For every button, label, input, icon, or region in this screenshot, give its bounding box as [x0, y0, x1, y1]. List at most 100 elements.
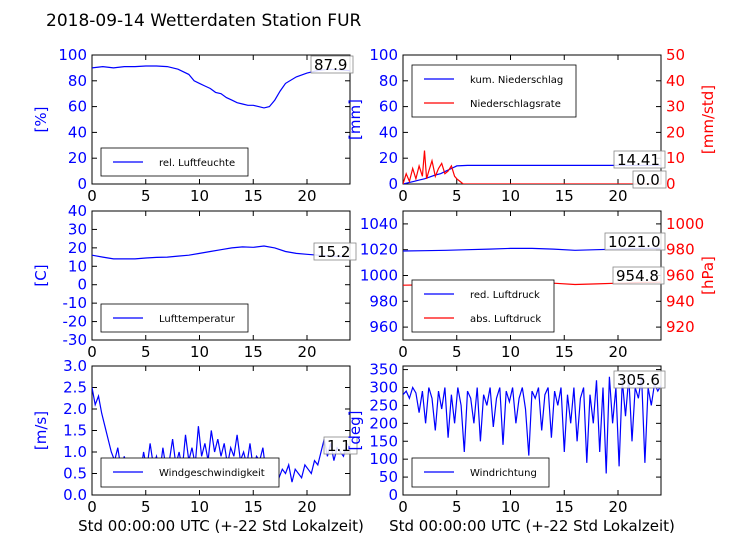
x-tick-label: 5 — [452, 187, 462, 205]
y-tick-label: -20 — [63, 313, 88, 331]
y-tick-label: 2.5 — [63, 379, 87, 397]
legend-entry: Windgeschwindigkeit — [159, 468, 265, 479]
y2-tick-label: 960 — [666, 267, 695, 285]
y-tick-label: 0.5 — [63, 465, 87, 483]
y-tick-label: 980 — [369, 292, 398, 310]
legend: Windgeschwindigkeit — [100, 457, 280, 488]
last-value-label-box — [313, 242, 357, 261]
y-tick-label: 10 — [68, 257, 87, 275]
x-tick-label: 10 — [501, 498, 520, 516]
legend-entry: Lufttemperatur — [159, 314, 236, 325]
y-tick-label: 80 — [68, 72, 87, 90]
x-axis-label: Std 00:00:00 UTC (+-22 Std Lokalzeit) — [78, 517, 364, 535]
last-value-label: 1.1 — [327, 437, 351, 455]
y-tick-label: 0 — [388, 486, 398, 504]
x-tick-label: 10 — [190, 498, 209, 516]
last-value-label-box — [613, 150, 666, 169]
y-tick-label: 1.0 — [63, 443, 87, 461]
y-tick-label: 100 — [369, 46, 398, 64]
y-tick-label: 60 — [68, 98, 87, 116]
legend: rel. Luftfeuchte — [100, 147, 249, 177]
y-tick-label: 1000 — [360, 267, 398, 285]
y-tick-label: 40 — [68, 202, 87, 220]
last-value-label-2: 954.8 — [616, 267, 659, 285]
y-tick-label: -30 — [63, 331, 88, 349]
x-tick-label: 20 — [297, 187, 316, 205]
y-tick-label: -10 — [63, 294, 88, 312]
x-axis-label: Std 00:00:00 UTC (+-22 Std Lokalzeit) — [389, 517, 675, 535]
y-tick-label: 0 — [77, 276, 87, 294]
y2-tick-label: 40 — [666, 72, 685, 90]
legend: Windrichtung — [411, 457, 550, 488]
x-tick-label: 20 — [608, 187, 627, 205]
last-value-label-box — [323, 436, 358, 455]
x-tick-label: 5 — [452, 498, 462, 516]
y-tick-label: 60 — [379, 98, 398, 116]
y-tick-label: 40 — [379, 123, 398, 141]
x-tick-label: 15 — [555, 187, 574, 205]
x-tick-label: 0 — [87, 343, 97, 361]
y2-tick-label: 0 — [666, 175, 676, 193]
series-line-humidity-0 — [92, 65, 350, 109]
legend: kum. Niederschlag Niederschlagsrate — [411, 64, 577, 118]
y-tick-label: 40 — [68, 123, 87, 141]
x-tick-label: 20 — [608, 498, 627, 516]
last-value-label-box — [604, 232, 666, 251]
y-tick-label: 1.5 — [63, 422, 87, 440]
y2-axis-label: [hPa] — [699, 256, 717, 295]
y-axis-label: [C] — [32, 264, 50, 286]
legend-entry: red. Luftdruck — [470, 290, 540, 301]
legend-entry: rel. Luftfeuchte — [159, 158, 235, 169]
last-value-label-box — [613, 370, 666, 389]
axes-frame — [402, 365, 662, 496]
x-tick-label: 5 — [452, 343, 462, 361]
x-tick-label: 15 — [244, 498, 263, 516]
chart-panel-pressure: 0 5 10 15 20 960 980 1000 1020 1040 920 940 960 980 10… — [360, 210, 717, 361]
y-tick-label: 1040 — [360, 215, 398, 233]
y-tick-label: 20 — [68, 239, 87, 257]
y-tick-label: 150 — [369, 432, 398, 450]
y2-tick-label: 1000 — [666, 215, 704, 233]
y-tick-label: 960 — [369, 318, 398, 336]
y2-tick-label: 50 — [666, 46, 685, 64]
last-value-label-2: 0.0 — [636, 171, 660, 189]
last-value-label: 305.6 — [617, 371, 660, 389]
x-tick-label: 20 — [608, 343, 627, 361]
x-tick-label: 5 — [141, 343, 151, 361]
y-tick-label: 80 — [379, 72, 398, 90]
last-value-label-2-box — [612, 266, 665, 285]
y2-tick-label: 980 — [666, 241, 695, 259]
legend-box — [411, 279, 555, 333]
axes-frame — [91, 54, 351, 185]
x-tick-label: 15 — [244, 187, 263, 205]
x-tick-label: 20 — [297, 498, 316, 516]
x-tick-label: 15 — [555, 498, 574, 516]
x-tick-label: 5 — [141, 187, 151, 205]
legend: Lufttemperatur — [100, 303, 249, 333]
y-tick-label: 0 — [388, 175, 398, 193]
x-tick-label: 0 — [87, 187, 97, 205]
series-line-temperature-0 — [92, 245, 350, 260]
y-tick-label: 20 — [379, 149, 398, 167]
legend-entry: Niederschlagsrate — [470, 99, 561, 110]
series-line-precipitation-0 — [403, 164, 661, 184]
y-axis-label: [mm] — [346, 99, 364, 140]
y-tick-label: 3.0 — [63, 357, 87, 375]
y-tick-label: 50 — [379, 468, 398, 486]
x-tick-label: 10 — [501, 343, 520, 361]
last-value-label: 87.9 — [314, 56, 347, 74]
chart-panel-precipitation: 0 5 10 15 20 0 20 40 60 80 100 0 10 20 30 40 50 [mm] [mm/s… — [346, 46, 717, 205]
last-value-label: 1021.0 — [608, 233, 661, 251]
x-tick-label: 0 — [398, 187, 408, 205]
x-tick-label: 0 — [398, 498, 408, 516]
y-tick-label: 100 — [369, 450, 398, 468]
y-tick-label: 100 — [58, 46, 87, 64]
y-tick-label: 2.0 — [63, 400, 87, 418]
y-tick-label: 200 — [369, 414, 398, 432]
x-tick-label: 10 — [190, 343, 209, 361]
y-tick-label: 1020 — [360, 241, 398, 259]
figure-title: 2018-09-14 Wetterdaten Station FUR — [46, 11, 362, 31]
x-tick-label: 5 — [141, 498, 151, 516]
